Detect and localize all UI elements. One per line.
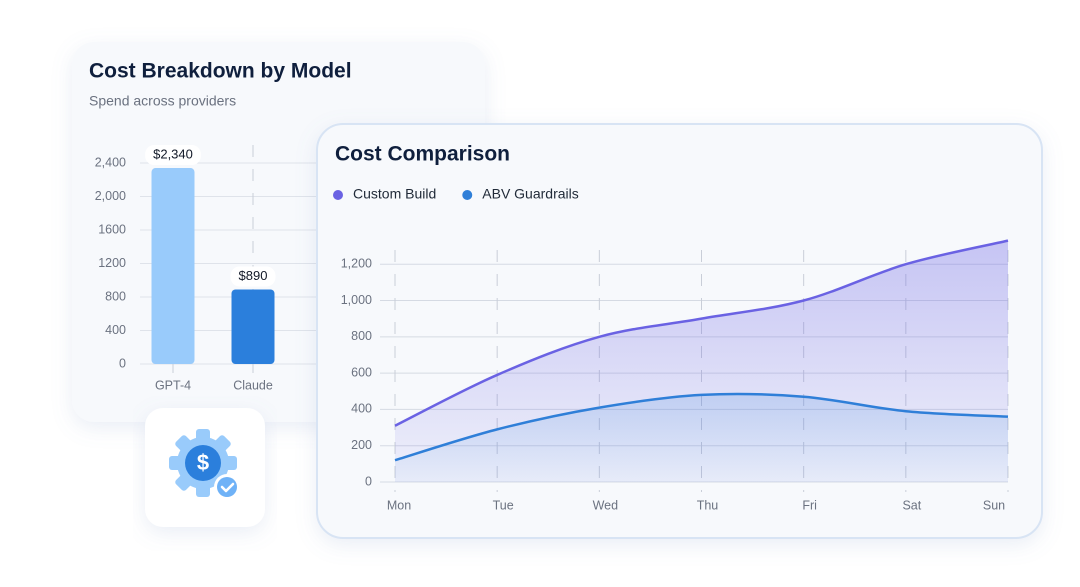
legend-dot <box>333 190 343 200</box>
x-tick-label: Claude <box>233 378 273 392</box>
y-tick-label: 200 <box>351 438 372 452</box>
value-label-bg <box>230 266 276 287</box>
y-tick-label: 2,000 <box>95 189 126 203</box>
y-tick-label: 1600 <box>98 222 126 236</box>
line <box>394 239 1009 427</box>
area <box>395 393 1008 482</box>
y-tick-label: 2,400 <box>95 155 126 169</box>
x-tick-label: Thu <box>697 498 719 512</box>
chart-title: Cost Comparison <box>335 143 510 166</box>
y-tick-label: 800 <box>351 329 372 343</box>
value-label: $2,340 <box>153 146 193 161</box>
x-tick-label: Tue <box>493 498 514 512</box>
line-card: Cost Comparison Custom Build ABV Guardrai… <box>316 123 1043 539</box>
x-tick-label: Sat <box>902 498 921 512</box>
chart-subtitle: Spend across providers <box>89 93 236 109</box>
chart-title: Cost Breakdown by Model <box>89 60 352 83</box>
y-tick-label: 1200 <box>98 256 126 270</box>
value-label-bg <box>145 145 201 166</box>
y-tick-label: 800 <box>105 289 126 303</box>
y-tick-label: 400 <box>105 323 126 337</box>
y-tick-label: 1,200 <box>341 257 372 271</box>
y-tick-label: 400 <box>351 402 372 416</box>
bar <box>231 289 275 364</box>
value-label: $890 <box>239 268 268 283</box>
legend-label: Custom Build <box>353 186 436 202</box>
bar <box>151 168 195 364</box>
x-tick-label: GPT-4 <box>155 378 191 392</box>
line <box>394 392 1009 462</box>
gear-dollar-icon: $ <box>169 429 240 500</box>
y-tick-label: 0 <box>119 356 126 370</box>
legend-label: ABV Guardrails <box>482 186 578 202</box>
x-tick-label: Fri <box>802 498 817 512</box>
x-tick-label: Sun <box>983 498 1005 512</box>
x-tick-label: Wed <box>593 498 619 512</box>
y-tick-label: 1,000 <box>341 293 372 307</box>
svg-text:$: $ <box>197 450 209 475</box>
x-tick-label: Mon <box>387 498 411 512</box>
y-tick-label: 600 <box>351 365 372 379</box>
icon-card: $ <box>145 408 265 527</box>
y-tick-label: 0 <box>365 474 372 488</box>
legend-dot <box>462 190 473 200</box>
